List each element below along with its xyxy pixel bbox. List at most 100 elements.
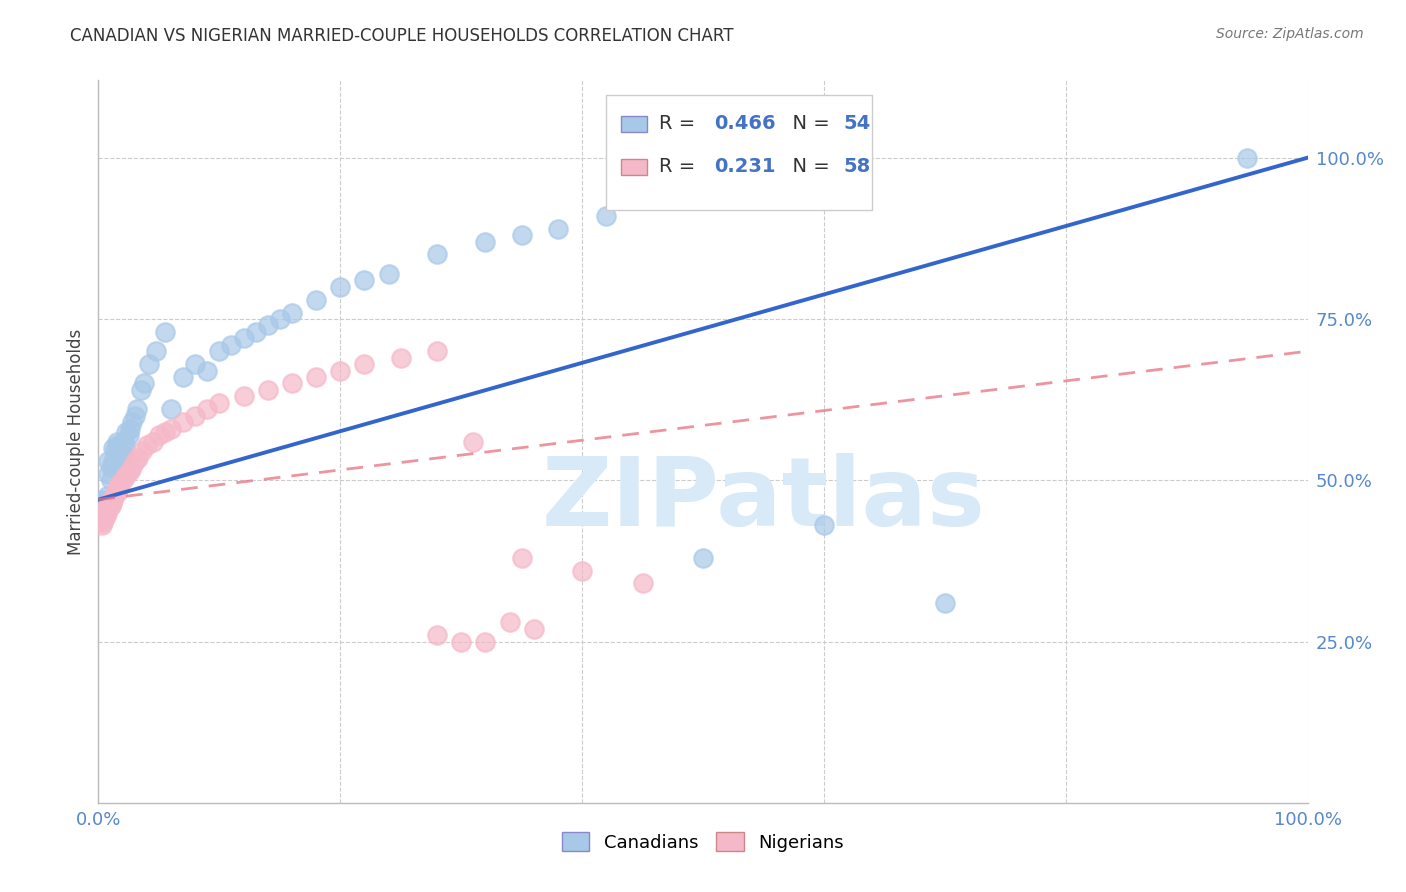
Point — [100, 499, 122, 513]
Text: Source: ZipAtlas.com: Source: ZipAtlas.com — [1216, 27, 1364, 41]
Point — [90, 512, 112, 526]
Point — [450, 634, 472, 648]
Point — [97, 502, 120, 516]
Point — [463, 434, 485, 449]
Point — [115, 425, 138, 439]
Point — [91, 515, 114, 529]
Point — [934, 596, 956, 610]
Point — [377, 267, 399, 281]
Point — [107, 438, 129, 452]
Point — [571, 564, 593, 578]
Point — [389, 351, 412, 365]
FancyBboxPatch shape — [621, 159, 647, 175]
Point — [118, 422, 141, 436]
Point — [305, 370, 328, 384]
Point — [91, 518, 114, 533]
Point — [195, 363, 218, 377]
Point — [121, 415, 143, 429]
Text: 0.466: 0.466 — [714, 114, 776, 133]
Point — [1236, 151, 1258, 165]
Point — [131, 444, 153, 458]
Point — [112, 434, 135, 449]
Point — [93, 496, 115, 510]
Point — [118, 428, 141, 442]
Point — [97, 499, 120, 513]
Point — [145, 344, 167, 359]
Y-axis label: Married-couple Households: Married-couple Households — [66, 328, 84, 555]
Point — [96, 489, 118, 503]
Point — [105, 434, 128, 449]
Point — [510, 228, 533, 243]
Text: ZIPatlas: ZIPatlas — [541, 453, 986, 546]
Point — [232, 331, 254, 345]
FancyBboxPatch shape — [606, 95, 872, 211]
Point — [97, 454, 120, 468]
Point — [510, 550, 533, 565]
Point — [96, 502, 118, 516]
Point — [269, 312, 291, 326]
Point — [353, 273, 375, 287]
Point — [117, 467, 139, 481]
Point — [426, 628, 449, 642]
Point — [94, 506, 117, 520]
Point — [107, 480, 129, 494]
Point — [118, 464, 141, 478]
Text: R =: R = — [659, 158, 702, 177]
Point — [100, 496, 122, 510]
Point — [108, 480, 131, 494]
Point — [111, 473, 134, 487]
Point — [94, 508, 117, 523]
Point — [631, 576, 654, 591]
Point — [221, 338, 243, 352]
Point — [97, 467, 120, 481]
Point — [100, 473, 122, 487]
Point — [329, 279, 352, 293]
Point — [93, 512, 115, 526]
Point — [101, 492, 124, 507]
Point — [281, 376, 304, 391]
Point — [96, 506, 118, 520]
FancyBboxPatch shape — [621, 116, 647, 132]
Text: R =: R = — [659, 114, 702, 133]
Point — [127, 402, 149, 417]
Legend: Canadians, Nigerians: Canadians, Nigerians — [555, 825, 851, 859]
Point — [127, 450, 149, 465]
Point — [121, 460, 143, 475]
Point — [153, 325, 176, 339]
Point — [134, 376, 156, 391]
Text: N =: N = — [780, 114, 837, 133]
Point — [474, 235, 496, 249]
Point — [93, 508, 115, 523]
Point — [91, 515, 114, 529]
Point — [104, 486, 127, 500]
Text: 58: 58 — [844, 158, 870, 177]
Point — [100, 492, 122, 507]
Point — [114, 438, 136, 452]
Point — [142, 434, 165, 449]
Point — [256, 318, 278, 333]
Point — [124, 409, 146, 423]
Point — [153, 425, 176, 439]
Point — [353, 357, 375, 371]
Point — [523, 622, 546, 636]
Text: CANADIAN VS NIGERIAN MARRIED-COUPLE HOUSEHOLDS CORRELATION CHART: CANADIAN VS NIGERIAN MARRIED-COUPLE HOUS… — [70, 27, 734, 45]
Point — [101, 454, 124, 468]
Point — [498, 615, 520, 630]
Point — [208, 344, 231, 359]
Text: 0.231: 0.231 — [714, 158, 775, 177]
Point — [104, 444, 127, 458]
Point — [105, 486, 128, 500]
Point — [138, 357, 160, 371]
Point — [208, 396, 231, 410]
Point — [281, 305, 304, 319]
Point — [98, 499, 121, 513]
Point — [595, 209, 617, 223]
Point — [108, 476, 131, 491]
Point — [103, 489, 125, 503]
Point — [101, 441, 124, 455]
Point — [547, 221, 569, 235]
Point — [100, 460, 122, 475]
Point — [474, 634, 496, 648]
Point — [160, 402, 183, 417]
Point — [813, 518, 835, 533]
